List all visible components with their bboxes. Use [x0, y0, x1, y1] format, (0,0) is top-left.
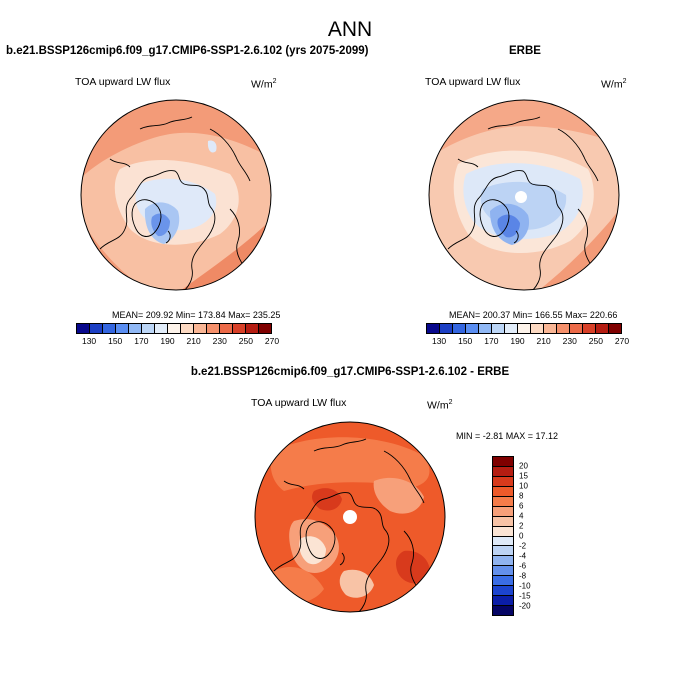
colorbar-swatch [246, 324, 259, 333]
colorbar-tick-label: 170 [134, 336, 149, 346]
diff-unit-label: W/m2 [427, 399, 453, 412]
colorbar-swatch [596, 324, 609, 333]
obs-panel-title: ERBE [509, 45, 541, 57]
colorbar-tick-label: 190 [160, 336, 175, 346]
colorbar-swatch [493, 486, 513, 497]
diff-colorbar: 20 15 10 8 6 4 2 0 -2 -4 -6 -8 -10 -15 -20 [492, 456, 531, 616]
model-stats: MEAN= 209.92 Min= 173.84 Max= 235.25 [112, 310, 281, 320]
colorbar-tick-label: 230 [212, 336, 227, 346]
obs-variable-label: TOA upward LW flux [425, 76, 521, 88]
colorbar-tick-label: 6 [519, 501, 524, 511]
colorbar-swatch [155, 324, 168, 333]
colorbar-swatch [181, 324, 194, 333]
colorbar-tick-label: -6 [519, 561, 527, 571]
colorbar-swatch [544, 324, 557, 333]
figure-title: ANN [327, 18, 373, 41]
colorbar-swatch [493, 457, 513, 467]
colorbar-swatch [493, 606, 513, 615]
colorbar-tick-label: -10 [519, 581, 531, 591]
colorbar-swatch [557, 324, 570, 333]
colorbar-swatch [493, 516, 513, 527]
colorbar-tick-label: 190 [510, 336, 525, 346]
colorbar-swatch [493, 476, 513, 487]
colorbar-swatch [493, 506, 513, 517]
colorbar-tick-label: 270 [264, 336, 280, 346]
colorbar-swatch [103, 324, 116, 333]
colorbar-tick-label: 250 [588, 336, 603, 346]
colorbar-swatch [493, 536, 513, 547]
colorbar-swatch [194, 324, 207, 333]
colorbar-tick-label: 0 [519, 531, 524, 541]
colorbar-tick-label: 250 [238, 336, 253, 346]
colorbar-swatch [168, 324, 181, 333]
colorbar-tick-label: -15 [519, 591, 531, 601]
colorbar-tick-label: 4 [519, 511, 524, 521]
colorbar-tick-label: 10 [519, 481, 528, 491]
obs-unit-label: W/m2 [601, 78, 627, 91]
colorbar-tick-label: 210 [186, 336, 201, 346]
model-panel-title: b.e21.BSSP126cmip6.f09_g17.CMIP6-SSP1-2.… [6, 45, 369, 57]
colorbar-swatch [259, 324, 271, 333]
colorbar-tick-label: 150 [458, 336, 473, 346]
colorbar-swatch [427, 324, 440, 333]
colorbar-swatch [493, 466, 513, 477]
diff-stats: MIN = -2.81 MAX = 17.12 [456, 431, 559, 441]
obs-stats: MEAN= 200.37 Min= 166.55 Max= 220.66 [449, 310, 618, 320]
colorbar-swatch [493, 496, 513, 507]
colorbar-swatch [142, 324, 155, 333]
colorbar-swatch [518, 324, 531, 333]
diff-polar-map [254, 421, 446, 613]
colorbar-swatch [493, 596, 513, 607]
diff-panel-title: b.e21.BSSP126cmip6.f09_g17.CMIP6-SSP1-2.… [190, 366, 510, 378]
colorbar-tick-label: 210 [536, 336, 551, 346]
obs-polar-map [428, 99, 620, 291]
colorbar-tick-label: -4 [519, 551, 527, 561]
colorbar-swatch [220, 324, 233, 333]
colorbar-tick-label: -2 [519, 541, 527, 551]
colorbar-tick-label: 130 [81, 336, 97, 346]
colorbar-swatch [493, 556, 513, 567]
colorbar-tick-label: 170 [484, 336, 499, 346]
colorbar-tick-label: 130 [431, 336, 447, 346]
colorbar-swatch [531, 324, 544, 333]
colorbar-swatch [505, 324, 518, 333]
colorbar-swatch [609, 324, 621, 333]
colorbar-swatch [440, 324, 453, 333]
colorbar-swatch [493, 586, 513, 597]
obs-colorbar: 130 150 170 190 210 230 250 270 [426, 323, 629, 346]
colorbar-tick-label: 20 [519, 461, 528, 471]
colorbar-tick-label: 230 [562, 336, 577, 346]
colorbar-swatch [479, 324, 492, 333]
model-polar-map [80, 99, 272, 291]
model-variable-label: TOA upward LW flux [75, 76, 171, 88]
colorbar-swatch [492, 324, 505, 333]
colorbar-tick-label: 8 [519, 491, 524, 501]
colorbar-swatch [570, 324, 583, 333]
colorbar-swatch [207, 324, 220, 333]
colorbar-tick-label: -8 [519, 571, 527, 581]
colorbar-swatch [493, 566, 513, 577]
colorbar-swatch [116, 324, 129, 333]
colorbar-swatch [493, 576, 513, 587]
colorbar-swatch [493, 526, 513, 537]
colorbar-swatch [583, 324, 596, 333]
colorbar-swatch [129, 324, 142, 333]
colorbar-swatch [77, 324, 90, 333]
colorbar-swatch [90, 324, 103, 333]
colorbar-tick-label: -20 [519, 601, 531, 611]
colorbar-swatch [453, 324, 466, 333]
colorbar-tick-label: 2 [519, 521, 524, 531]
diff-variable-label: TOA upward LW flux [251, 397, 347, 409]
colorbar-tick-label: 270 [614, 336, 630, 346]
model-colorbar: 130 150 170 190 210 230 250 270 [76, 323, 279, 346]
colorbar-swatch [233, 324, 246, 333]
colorbar-swatch [466, 324, 479, 333]
model-unit-label: W/m2 [251, 78, 277, 91]
colorbar-tick-label: 150 [108, 336, 123, 346]
colorbar-tick-label: 15 [519, 471, 528, 481]
colorbar-swatch [493, 546, 513, 557]
